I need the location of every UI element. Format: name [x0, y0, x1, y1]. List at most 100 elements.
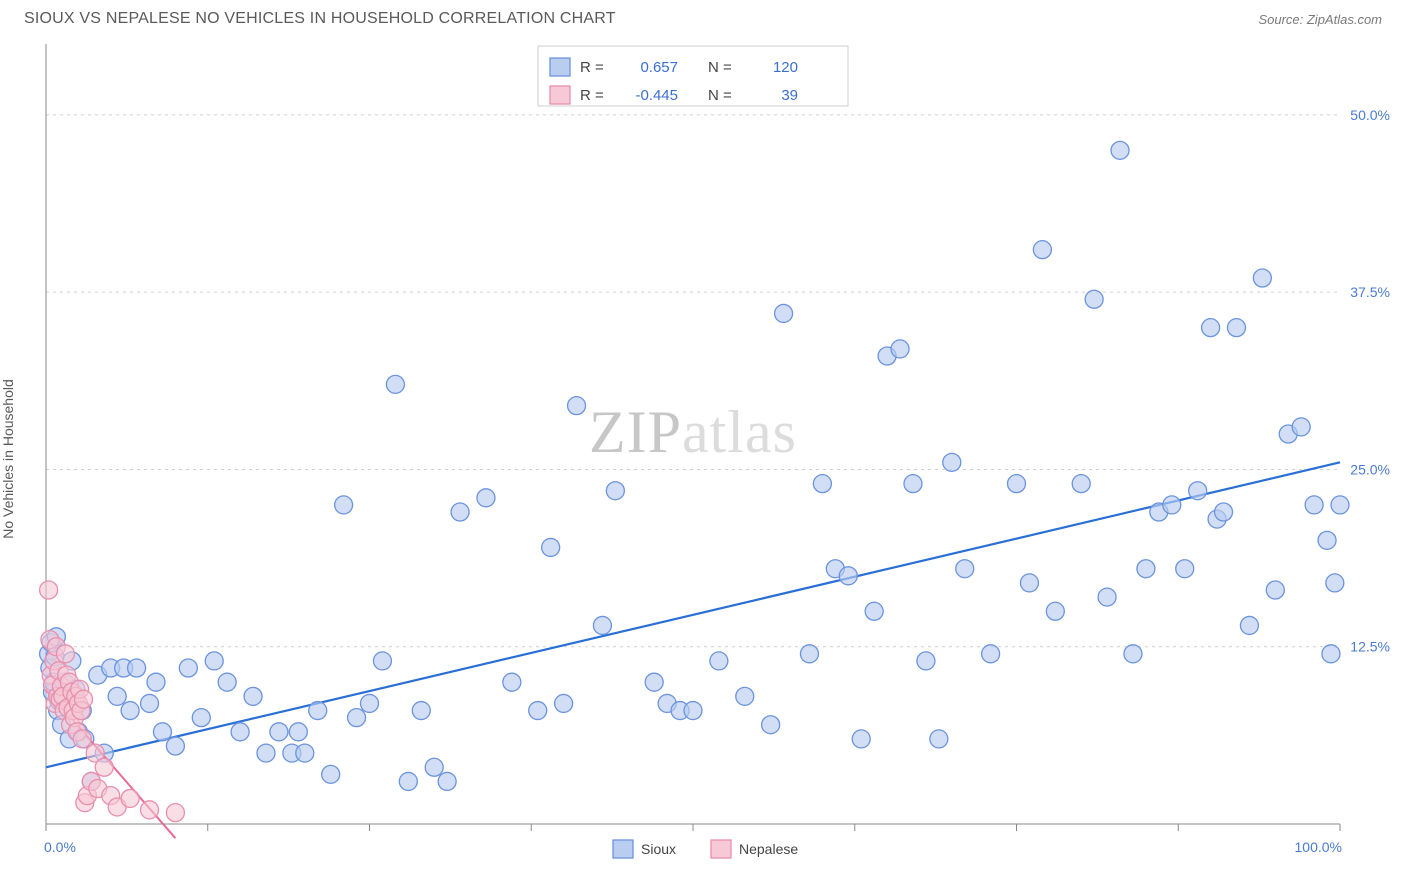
data-point-sioux — [153, 723, 171, 741]
data-point-sioux — [1292, 418, 1310, 436]
data-point-sioux — [529, 702, 547, 720]
data-point-sioux — [1046, 602, 1064, 620]
data-point-sioux — [762, 716, 780, 734]
data-point-sioux — [218, 673, 236, 691]
data-point-sioux — [451, 503, 469, 521]
data-point-sioux — [335, 496, 353, 514]
svg-text:R =: R = — [580, 87, 604, 104]
data-point-sioux — [555, 694, 573, 712]
y-tick-label: 37.5% — [1350, 284, 1390, 300]
data-point-sioux — [956, 560, 974, 578]
data-point-sioux — [244, 687, 262, 705]
data-point-sioux — [1331, 496, 1349, 514]
data-point-sioux — [1020, 574, 1038, 592]
data-point-sioux — [192, 709, 210, 727]
scatter-chart: 12.5% 25.0% 37.5% 50.0% ZIPatlas 0.0% 100.0% R … — [0, 34, 1406, 884]
data-point-sioux — [477, 489, 495, 507]
data-point-sioux — [147, 673, 165, 691]
series-label: Sioux — [641, 841, 676, 857]
data-point-sioux — [736, 687, 754, 705]
data-point-sioux — [1305, 496, 1323, 514]
data-point-nepalese — [95, 758, 113, 776]
data-point-nepalese — [75, 690, 93, 708]
data-point-sioux — [141, 694, 159, 712]
data-point-sioux — [179, 659, 197, 677]
data-point-sioux — [775, 304, 793, 322]
trend-line-sioux — [46, 462, 1340, 767]
y-tick-label: 25.0% — [1350, 461, 1390, 477]
data-point-sioux — [943, 453, 961, 471]
data-point-sioux — [425, 758, 443, 776]
chart-container: No Vehicles in Household 12.5% 25.0% 37.5%… — [0, 34, 1406, 884]
data-point-sioux — [361, 694, 379, 712]
data-point-sioux — [128, 659, 146, 677]
svg-text:N =: N = — [708, 59, 732, 76]
data-point-sioux — [322, 765, 340, 783]
series-label: Nepalese — [739, 841, 798, 857]
data-point-sioux — [982, 645, 1000, 663]
data-point-sioux — [1072, 475, 1090, 493]
data-point-sioux — [852, 730, 870, 748]
y-tick-label: 50.0% — [1350, 107, 1390, 123]
data-point-sioux — [813, 475, 831, 493]
data-point-sioux — [1322, 645, 1340, 663]
data-point-sioux — [1240, 616, 1258, 634]
data-point-sioux — [399, 772, 417, 790]
data-point-sioux — [904, 475, 922, 493]
data-point-sioux — [930, 730, 948, 748]
y-axis-label: No Vehicles in Household — [0, 379, 16, 539]
watermark: ZIPatlas — [589, 399, 797, 465]
y-tick-label: 12.5% — [1350, 639, 1390, 655]
data-point-sioux — [1085, 290, 1103, 308]
data-point-sioux — [542, 538, 560, 556]
data-point-sioux — [1215, 503, 1233, 521]
data-point-sioux — [800, 645, 818, 663]
data-point-sioux — [710, 652, 728, 670]
data-point-sioux — [386, 375, 404, 393]
data-point-sioux — [917, 652, 935, 670]
data-point-sioux — [296, 744, 314, 762]
data-point-sioux — [1124, 645, 1142, 663]
svg-text:120: 120 — [773, 59, 798, 76]
legend-swatch — [550, 86, 570, 104]
data-point-sioux — [1253, 269, 1271, 287]
x-tick-label: 100.0% — [1295, 839, 1342, 855]
data-point-sioux — [1202, 319, 1220, 337]
x-tick-label: 0.0% — [44, 839, 76, 855]
data-point-sioux — [1163, 496, 1181, 514]
svg-text:R =: R = — [580, 59, 604, 76]
legend-swatch — [550, 58, 570, 76]
data-point-sioux — [891, 340, 909, 358]
data-point-sioux — [606, 482, 624, 500]
data-point-sioux — [1227, 319, 1245, 337]
data-point-sioux — [257, 744, 275, 762]
chart-title: SIOUX VS NEPALESE NO VEHICLES IN HOUSEHO… — [24, 10, 616, 28]
data-point-nepalese — [166, 804, 184, 822]
data-point-sioux — [645, 673, 663, 691]
data-point-sioux — [1137, 560, 1155, 578]
data-point-sioux — [1189, 482, 1207, 500]
data-point-sioux — [503, 673, 521, 691]
data-point-sioux — [1033, 241, 1051, 259]
data-point-nepalese — [141, 801, 159, 819]
data-point-sioux — [1266, 581, 1284, 599]
data-point-sioux — [1318, 531, 1336, 549]
data-point-sioux — [348, 709, 366, 727]
svg-text:N =: N = — [708, 87, 732, 104]
series-swatch — [613, 840, 633, 858]
data-point-sioux — [1176, 560, 1194, 578]
data-point-nepalese — [121, 789, 139, 807]
data-point-sioux — [373, 652, 391, 670]
data-point-sioux — [1111, 141, 1129, 159]
svg-text:39: 39 — [781, 87, 798, 104]
data-point-sioux — [289, 723, 307, 741]
data-point-sioux — [270, 723, 288, 741]
svg-text:-0.445: -0.445 — [635, 87, 678, 104]
data-point-sioux — [568, 397, 586, 415]
data-point-sioux — [108, 687, 126, 705]
data-point-nepalese — [40, 581, 58, 599]
svg-text:0.657: 0.657 — [640, 59, 678, 76]
data-point-sioux — [839, 567, 857, 585]
data-point-sioux — [593, 616, 611, 634]
data-point-sioux — [1326, 574, 1344, 592]
